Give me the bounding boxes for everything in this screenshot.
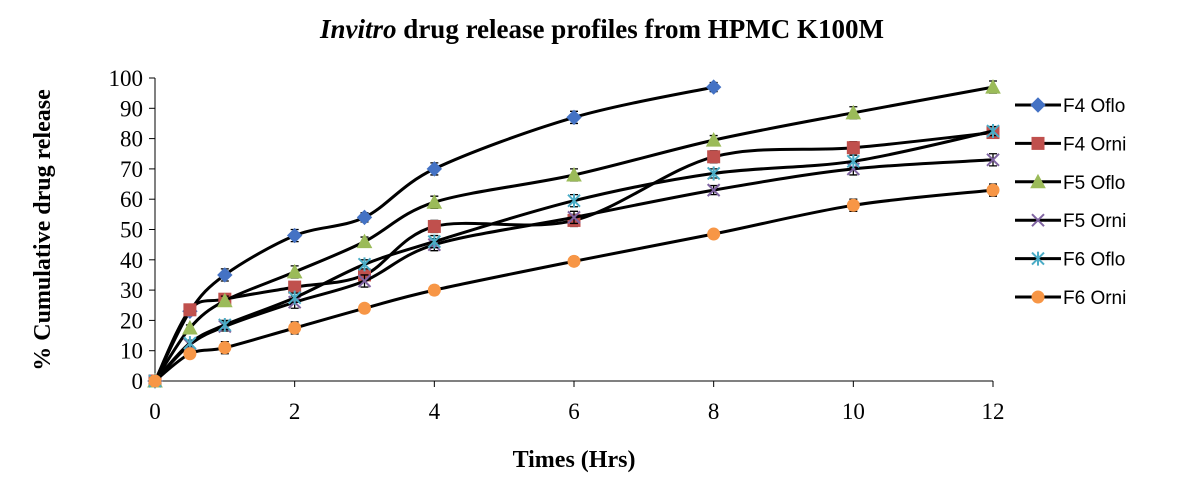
- data-point: [985, 79, 1001, 94]
- series-f4-oflo: [147, 79, 722, 389]
- y-tick-label: 90: [120, 96, 143, 121]
- legend-item: F6 Orni: [1015, 288, 1126, 309]
- series-line: [153, 85, 994, 382]
- legend-marker: [1030, 97, 1046, 113]
- data-point: [288, 321, 302, 335]
- data-point: [845, 104, 862, 120]
- legend-label: F5 Orni: [1063, 211, 1126, 232]
- series-line: [153, 129, 994, 383]
- series-f6-oflo: [148, 124, 1000, 388]
- x-tick-label: 0: [149, 399, 161, 424]
- legend-label: F5 Oflo: [1063, 173, 1125, 194]
- legend-item: F5 Oflo: [1015, 173, 1125, 194]
- data-point: [566, 109, 582, 126]
- data-point: [846, 141, 860, 155]
- data-point: [427, 283, 441, 297]
- legend-marker: [1031, 251, 1045, 266]
- x-tick-label: 12: [982, 399, 1005, 424]
- data-point: [287, 290, 302, 305]
- data-point: [427, 219, 441, 233]
- data-point: [567, 210, 581, 225]
- series-line: [153, 85, 715, 382]
- legend-marker: [1031, 213, 1045, 227]
- data-point: [986, 183, 1000, 197]
- data-point: [356, 233, 373, 249]
- legend-label: F6 Oflo: [1063, 250, 1125, 271]
- y-tick-label: 0: [132, 369, 144, 394]
- data-point: [357, 274, 372, 288]
- data-point: [986, 124, 1000, 139]
- legend-label: F4 Oflo: [1063, 96, 1125, 117]
- x-tick-label: 4: [429, 399, 441, 424]
- y-tick-label: 20: [120, 308, 143, 333]
- data-point: [846, 198, 860, 212]
- data-point: [426, 194, 443, 209]
- data-point: [427, 234, 442, 249]
- data-point: [217, 267, 233, 283]
- data-point: [705, 132, 722, 147]
- y-tick-label: 100: [109, 66, 144, 91]
- data-point: [567, 193, 581, 208]
- data-point: [218, 341, 232, 355]
- legend-label: F6 Orni: [1063, 288, 1126, 309]
- x-axis-label: Times (Hrs): [513, 447, 636, 473]
- data-point: [707, 150, 721, 164]
- data-point: [218, 317, 232, 332]
- y-tick-label: 40: [120, 248, 143, 273]
- x-tick-label: 6: [568, 399, 580, 424]
- y-tick-label: 30: [120, 278, 143, 303]
- x-tick-label: 2: [289, 399, 301, 424]
- legend-item: F5 Orni: [1015, 211, 1126, 232]
- series-f5-oflo: [147, 79, 1001, 388]
- data-point: [286, 227, 303, 244]
- plot-area: [147, 79, 1001, 389]
- data-point: [216, 292, 233, 308]
- y-tick-label: 10: [120, 339, 143, 364]
- chart-title-rest: drug release profiles from HPMC K100M: [397, 14, 884, 44]
- y-axis-label: % Cumulative drug release: [30, 89, 56, 371]
- y-tick-label: 50: [120, 218, 143, 243]
- series-line: [153, 158, 994, 383]
- y-tick-label: 80: [120, 127, 143, 152]
- legend-item: F4 Orni: [1015, 134, 1126, 155]
- series-f5-orni: [148, 153, 1000, 388]
- legend-marker: [1030, 173, 1046, 189]
- data-point: [183, 347, 197, 361]
- axes: 0 10 20 30 40 50 60 70 80 90 100 0 2 4 6 8 10 12: [109, 66, 1005, 424]
- legend-marker: [1031, 136, 1045, 150]
- data-point: [567, 254, 581, 268]
- data-point: [707, 227, 721, 241]
- data-point: [356, 209, 373, 226]
- data-point: [148, 374, 162, 388]
- legend: F4 Oflo F4 Orni F5 Oflo F5 Orni F6 Oflo F6 Or…: [1015, 96, 1126, 309]
- legend-label: F4 Orni: [1063, 134, 1126, 155]
- data-point: [286, 263, 303, 279]
- data-point: [426, 161, 443, 177]
- data-point: [183, 303, 197, 317]
- data-point: [706, 166, 721, 181]
- y-tick-label: 70: [120, 157, 143, 182]
- chart-title-italic: Invitro: [319, 14, 397, 44]
- data-point: [846, 154, 861, 169]
- data-point: [705, 79, 722, 95]
- data-point: [358, 301, 371, 315]
- data-point: [986, 153, 1000, 167]
- legend-item: F6 Oflo: [1015, 250, 1125, 271]
- data-point: [706, 183, 721, 197]
- legend-item: F4 Oflo: [1015, 96, 1125, 117]
- x-tick-label: 10: [842, 399, 865, 424]
- data-point: [182, 319, 198, 335]
- series-f6-orni: [148, 183, 1000, 388]
- chart-title: Invitro drug release profiles from HPMC …: [319, 14, 884, 44]
- data-point: [566, 166, 582, 182]
- y-tick-label: 60: [120, 187, 143, 212]
- x-tick-label: 8: [708, 399, 720, 424]
- legend-marker: [1031, 290, 1045, 304]
- data-point: [357, 257, 372, 272]
